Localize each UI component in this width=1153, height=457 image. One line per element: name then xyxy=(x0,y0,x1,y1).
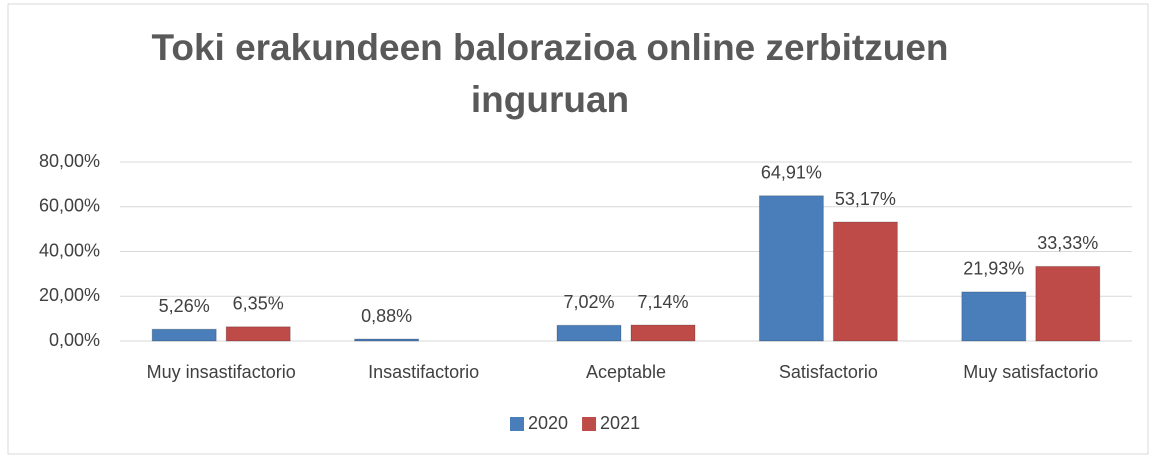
bar xyxy=(151,328,217,342)
bar xyxy=(832,221,898,342)
data-label: 0,88% xyxy=(361,306,412,326)
data-label: 7,14% xyxy=(637,292,688,312)
data-label: 6,35% xyxy=(233,294,284,314)
y-tick-label: 0,00% xyxy=(49,330,100,350)
data-label: 53,17% xyxy=(835,189,896,209)
chart-title: Toki erakundeen balorazioa online zerbit… xyxy=(151,27,949,120)
legend-label: 2021 xyxy=(600,413,640,433)
bar xyxy=(630,324,696,342)
legend-label: 2020 xyxy=(528,413,568,433)
data-label: 64,91% xyxy=(761,163,822,183)
y-tick-label: 80,00% xyxy=(39,151,100,171)
y-tick-label: 60,00% xyxy=(39,196,100,216)
chart-frame xyxy=(7,3,1149,455)
legend-swatch xyxy=(510,417,524,431)
bar xyxy=(1035,265,1101,342)
bar xyxy=(354,338,420,342)
x-tick-label: Muy satisfactorio xyxy=(963,362,1098,382)
bar xyxy=(556,324,622,342)
x-tick-label: Satisfactorio xyxy=(779,362,878,382)
x-tick-label: Insastifactorio xyxy=(368,362,479,382)
data-label: 33,33% xyxy=(1037,233,1098,253)
x-tick-label: Aceptable xyxy=(586,362,666,382)
y-tick-label: 40,00% xyxy=(39,240,100,260)
data-label: 7,02% xyxy=(563,292,614,312)
bar xyxy=(225,326,291,342)
bar xyxy=(961,291,1027,342)
data-label: 5,26% xyxy=(159,296,210,316)
data-label: 21,93% xyxy=(963,259,1024,279)
bar xyxy=(758,195,824,342)
x-tick-label: Muy insastifactorio xyxy=(147,362,296,382)
y-tick-label: 20,00% xyxy=(39,285,100,305)
legend-swatch xyxy=(582,417,597,431)
